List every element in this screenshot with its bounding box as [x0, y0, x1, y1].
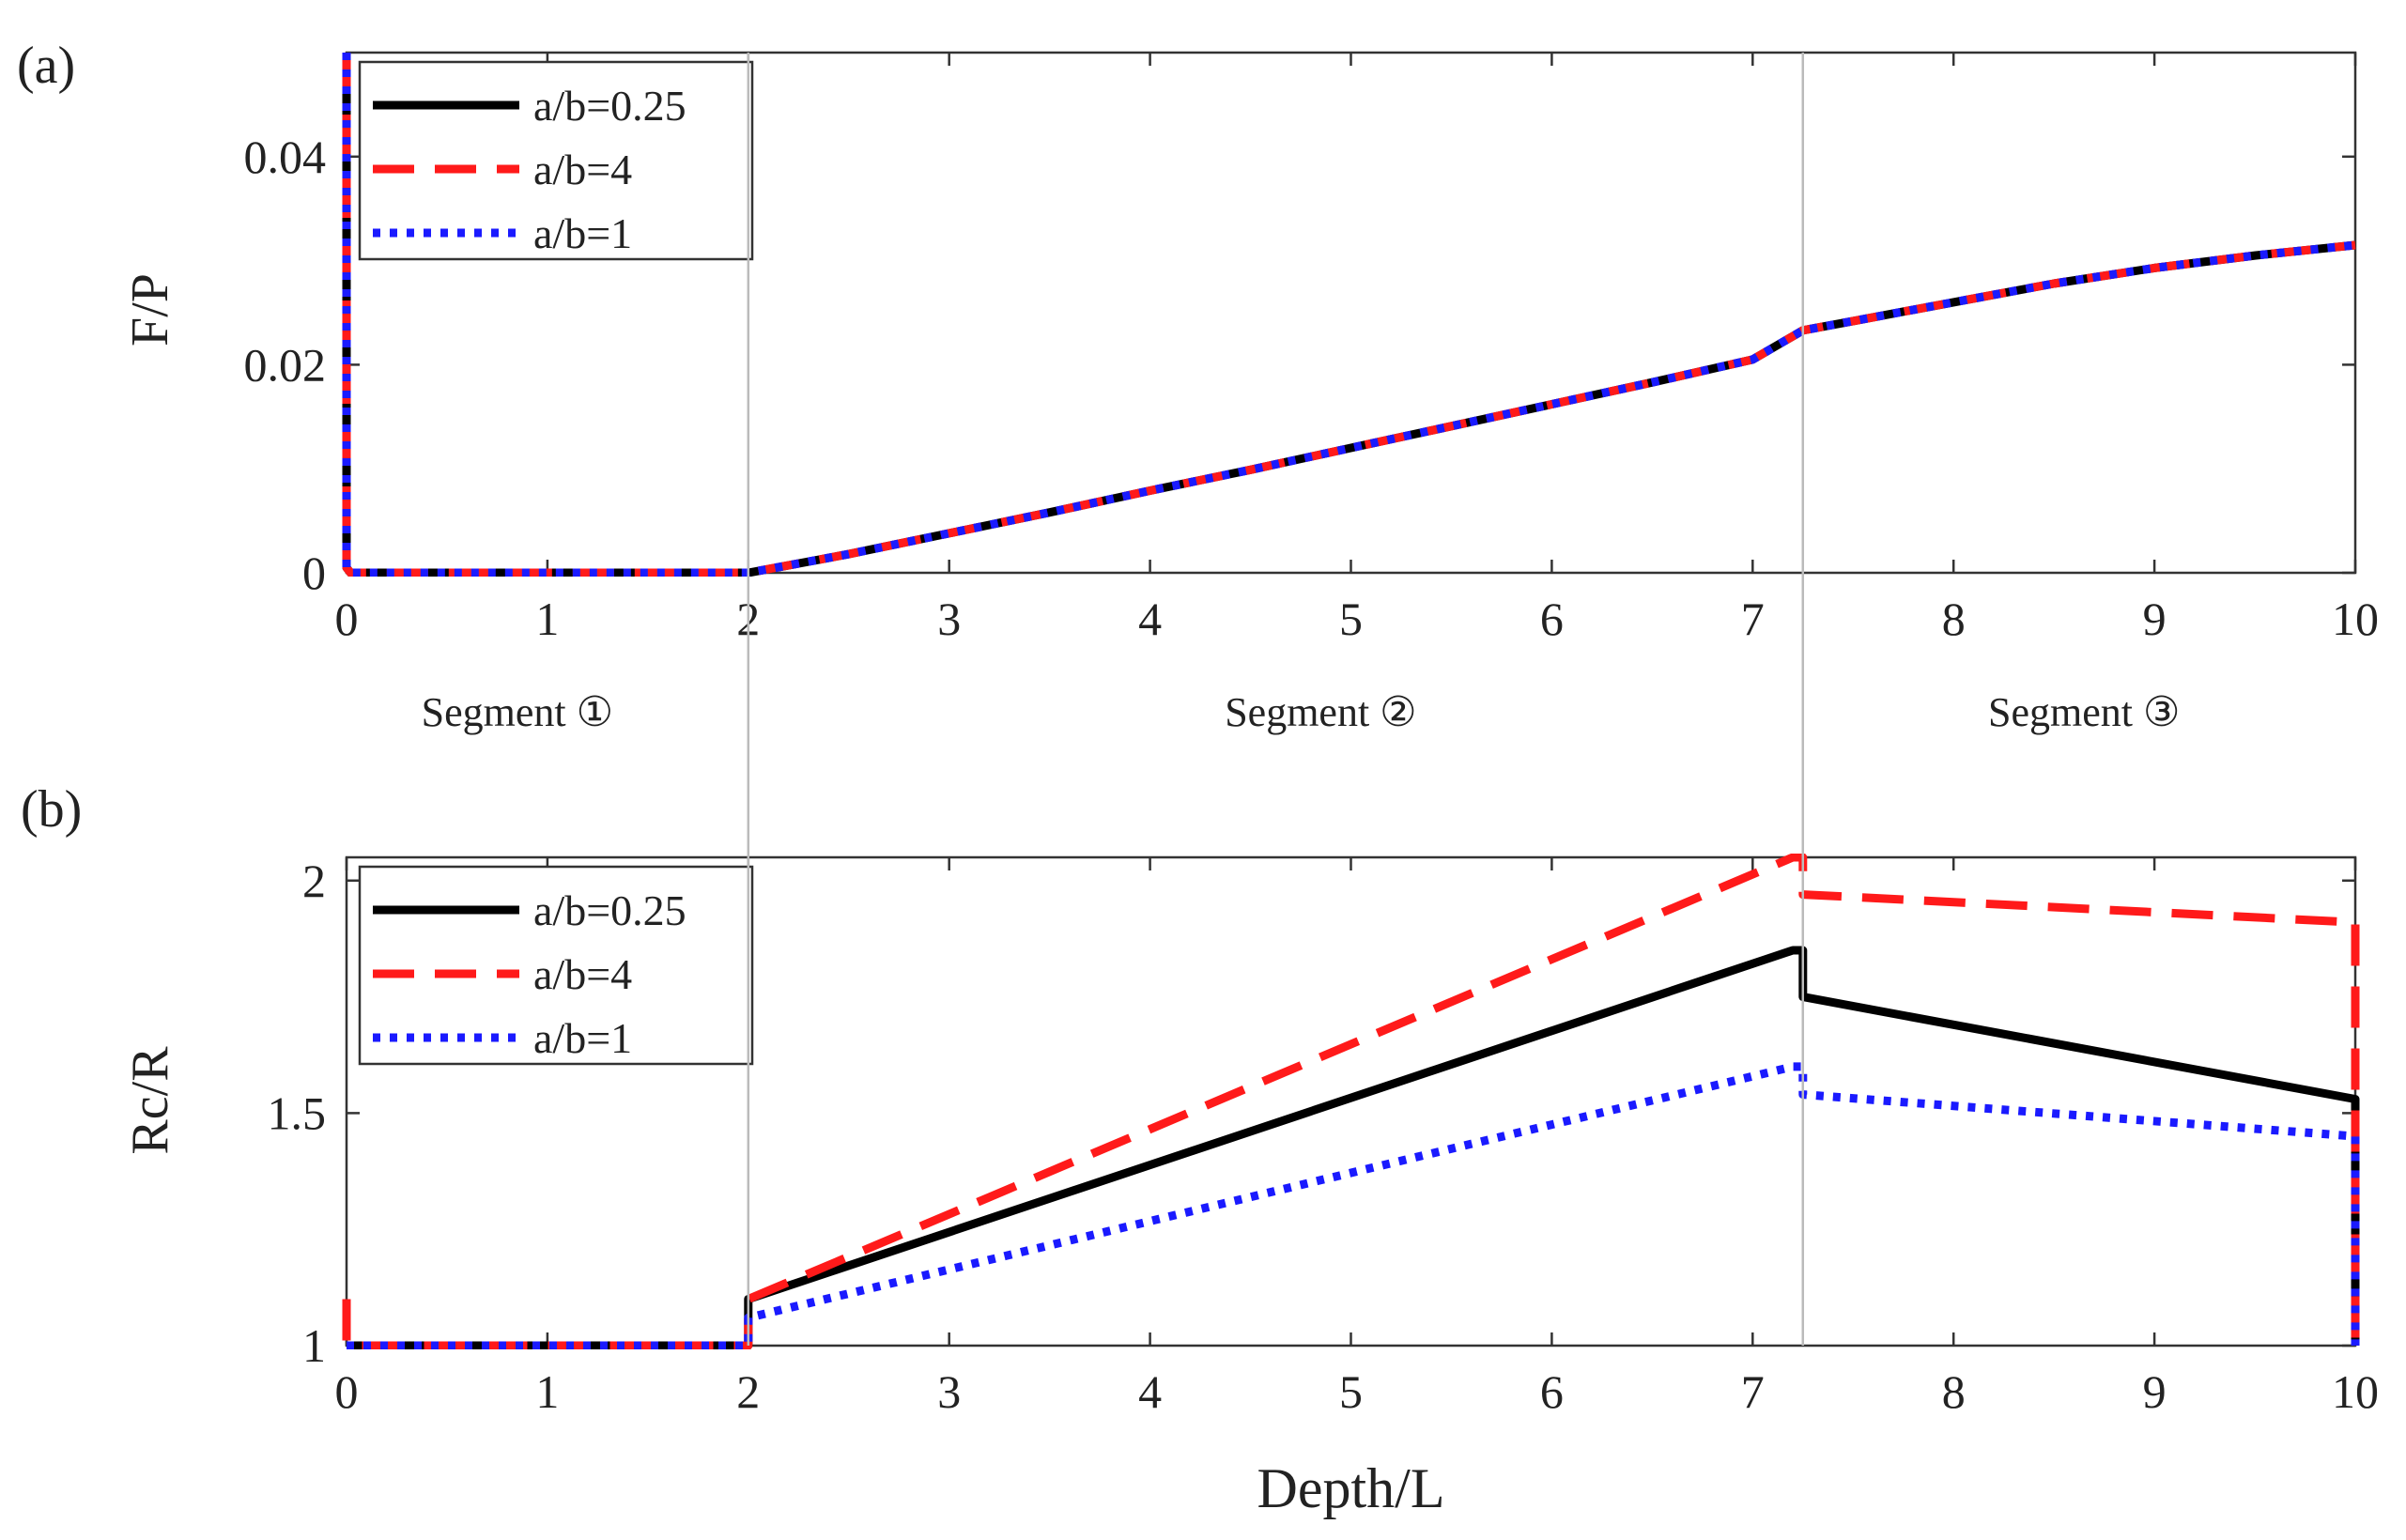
x-tick-label: 0 [335, 1365, 359, 1418]
legend: a/b=0.25 a/b=4 a/b=1 [358, 60, 754, 261]
x-tick-label: 1 [535, 593, 559, 645]
x-tick-label: 9 [2143, 593, 2167, 645]
x-tick-label: 3 [937, 593, 961, 645]
segment-label: Segment ① [422, 689, 613, 735]
x-tick-label: 5 [1339, 593, 1363, 645]
series-line-a-b-1 [347, 1062, 2360, 1349]
legend-entry: a/b=1 [533, 1014, 632, 1062]
x-tick-label: 5 [1339, 1365, 1363, 1418]
x-tick-label: 9 [2143, 1365, 2167, 1418]
x-tick-label: 0 [335, 593, 359, 645]
segment-separators [747, 53, 1805, 1346]
x-tick-label: 6 [1540, 593, 1564, 645]
x-tick-label: 10 [2332, 1365, 2379, 1418]
y-tick-label: 0.02 [244, 338, 327, 391]
legend-entry: a/b=0.25 [533, 886, 686, 934]
segment-label: Segment ② [1225, 689, 1416, 735]
y-axis-label: Rc/R [121, 1046, 179, 1155]
x-tick-label: 3 [937, 1365, 961, 1418]
y-tick-label: 1.5 [268, 1086, 327, 1139]
panel-b: 0 1 2 3 4 5 6 7 8 9 1011.52Rc/RDepth/L(b)a/b=0.25a… [21, 780, 2379, 1519]
y-tick-label: 0 [302, 547, 326, 599]
y-tick-label: 0.04 [244, 131, 327, 183]
series-line-a-b-1 [342, 53, 2356, 577]
x-tick-label: 2 [736, 1365, 760, 1418]
x-tick-label: 8 [1942, 1365, 1966, 1418]
y-tick-label: 1 [302, 1319, 326, 1372]
legend-entry: a/b=4 [533, 146, 632, 193]
series-line-a-b-4 [342, 854, 2360, 1349]
series-group [342, 53, 2356, 577]
legend-entry: a/b=4 [533, 950, 632, 998]
x-tick-label: 4 [1138, 593, 1162, 645]
segment-label: Segment ③ [1988, 689, 2180, 735]
x-tick-label: 1 [535, 1365, 559, 1418]
x-tick-label: 7 [1741, 1365, 1765, 1418]
x-tick-label: 10 [2332, 593, 2379, 645]
panel-a: 0 1 2 3 4 5 6 7 8 9 1000.020.04F/P(a)a/b=0.25a/b=4… [17, 37, 2379, 735]
panel-label: (a) [17, 37, 75, 95]
y-tick-label: 2 [302, 855, 326, 907]
legend-box [358, 60, 754, 261]
x-tick-label: 4 [1138, 1365, 1162, 1418]
panel-label: (b) [21, 780, 82, 839]
x-axis-label: Depth/L [1257, 1457, 1445, 1519]
legend-box [358, 865, 754, 1066]
legend-entry: a/b=1 [533, 209, 632, 257]
x-tick-label: 8 [1942, 593, 1966, 645]
legend: a/b=0.25 a/b=4 a/b=1 [358, 865, 754, 1066]
x-tick-label: 7 [1741, 593, 1765, 645]
x-tick-label: 6 [1540, 1365, 1564, 1418]
legend-entry: a/b=0.25 [533, 82, 686, 130]
y-axis-label: F/P [121, 273, 179, 346]
